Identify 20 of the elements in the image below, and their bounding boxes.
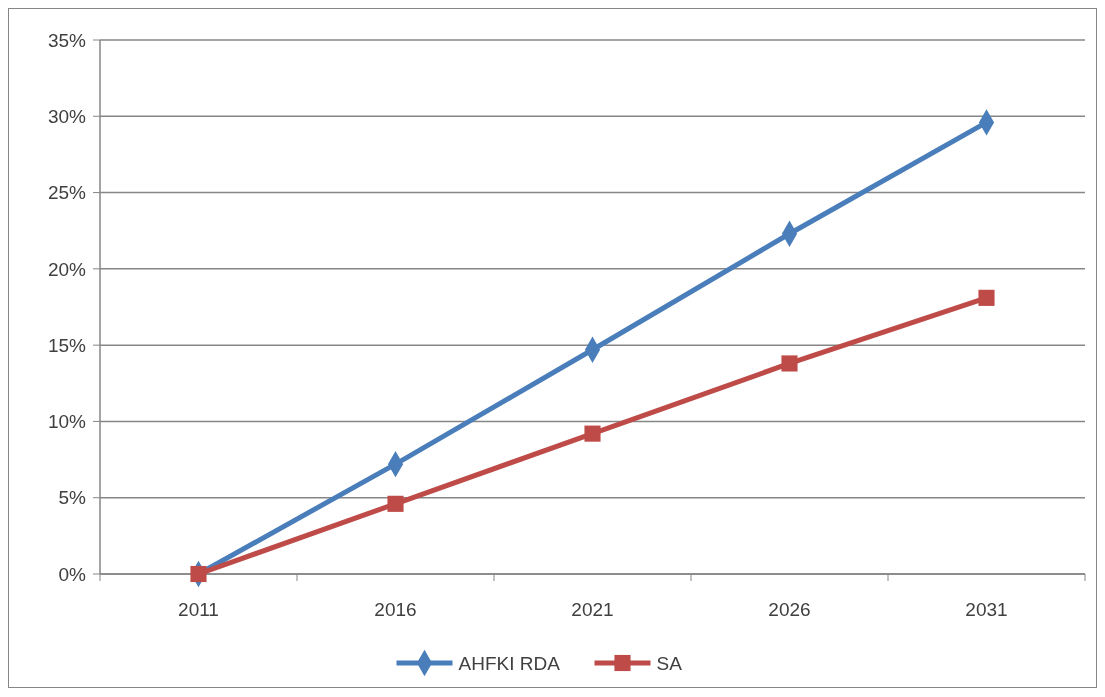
y-tick-label: 20%	[47, 258, 87, 280]
y-tick-label: 15%	[47, 334, 87, 356]
y-tick-label: 25%	[47, 182, 87, 204]
x-tick-label: 2021	[571, 599, 614, 620]
y-tick-label: 10%	[47, 411, 87, 433]
y-tick-label: 0%	[58, 563, 87, 585]
point	[781, 355, 798, 372]
y-tick-label: 35%	[47, 29, 87, 51]
point	[978, 289, 995, 306]
point	[584, 425, 601, 442]
point	[387, 495, 404, 512]
x-tick-label: 2011	[178, 599, 219, 620]
x-tick-label: 2016	[374, 599, 417, 620]
x-tick-label: 2031	[965, 599, 1008, 620]
y-tick-label: 30%	[47, 105, 87, 127]
x-tick-label: 2026	[768, 599, 811, 620]
y-tick-label: 5%	[58, 487, 87, 509]
point	[190, 565, 207, 583]
legend-label: SA	[656, 652, 683, 674]
legend-label: AHFKI RDA	[458, 652, 561, 674]
